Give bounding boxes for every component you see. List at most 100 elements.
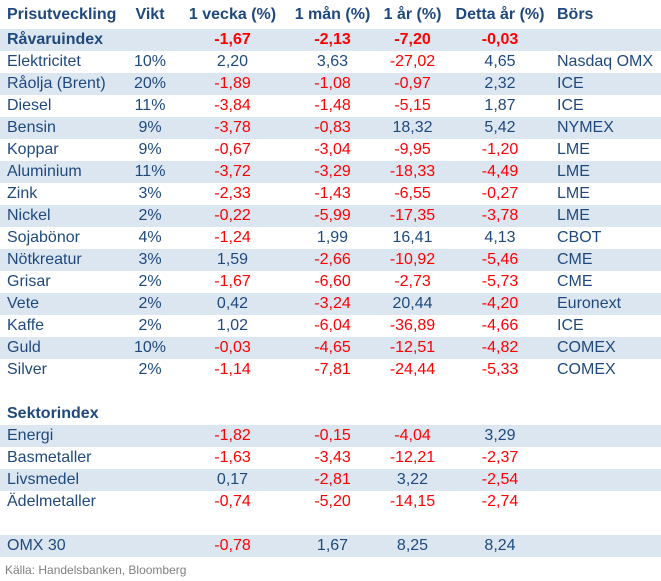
exchange-cell <box>550 425 661 447</box>
value-1-week: 1,02 <box>216 317 249 334</box>
value-1-year: -14,15 <box>389 493 436 510</box>
table-row-sojabonor: Sojabönor 4% -1,24 1,99 16,41 4,13 CBOT <box>0 227 661 249</box>
value-1-year: -17,35 <box>375 205 450 227</box>
weight-cell <box>125 403 175 425</box>
weight-cell: 4% <box>138 229 162 246</box>
value-1-month: -3,43 <box>314 449 351 466</box>
value-ytd: -0,27 <box>481 185 519 202</box>
value-1-month <box>290 403 375 425</box>
value-1-week: -0,78 <box>175 535 290 557</box>
row-label: Guld <box>0 337 125 359</box>
value-1-year: -0,97 <box>375 73 450 95</box>
column-header-prisutveckling: Prisutveckling <box>0 0 125 29</box>
value-ytd: 3,29 <box>450 425 550 447</box>
exchange-cell: ICE <box>557 97 584 114</box>
value-1-week <box>175 513 290 535</box>
row-label: Råvaruindex <box>0 29 125 51</box>
exchange-cell <box>550 381 661 403</box>
value-1-year: 18,32 <box>375 117 450 139</box>
value-1-week <box>175 381 290 403</box>
exchange-cell: COMEX <box>557 361 616 378</box>
value-1-week: -0,74 <box>214 493 251 510</box>
value-ytd: -5,33 <box>481 361 519 378</box>
value-ytd: 4,65 <box>484 53 516 70</box>
table-row-elektricitet: Elektricitet 10% 2,20 3,63 -27,02 4,65 Nasdaq … <box>0 51 661 73</box>
exchange-cell <box>550 29 661 51</box>
exchange-cell <box>550 491 661 513</box>
value-1-week: -1,82 <box>175 425 290 447</box>
row-label: Silver <box>7 361 48 378</box>
weight-cell <box>125 447 175 469</box>
weight-cell <box>125 381 175 403</box>
spacer-row <box>0 381 661 403</box>
value-ytd: -4,82 <box>450 337 550 359</box>
exchange-cell: Nasdaq OMX <box>557 53 654 70</box>
value-1-year: 3,22 <box>375 469 450 491</box>
exchange-cell: LME <box>557 185 590 202</box>
value-1-month: -6,60 <box>314 273 351 290</box>
table-row-guld: Guld 10% -0,03 -4,65 -12,51 -4,82 COMEX <box>0 337 661 359</box>
table-row-raolja-brent: Råolja (Brent) 20% -1,89 -1,08 -0,97 2,32 ICE <box>0 73 661 95</box>
value-1-week: -0,22 <box>175 205 290 227</box>
row-label: Koppar <box>7 141 59 158</box>
weight-cell: 10% <box>133 53 167 70</box>
row-label: Aluminium <box>0 161 125 183</box>
value-1-year: -6,55 <box>394 185 431 202</box>
exchange-cell: NYMEX <box>550 117 661 139</box>
table-row-omx-30: OMX 30 -0,78 1,67 8,25 8,24 <box>0 535 661 557</box>
row-label: Sektorindex <box>7 405 99 422</box>
weight-cell: 11% <box>134 97 166 114</box>
value-1-month <box>290 513 375 535</box>
value-1-year: -7,20 <box>375 29 450 51</box>
value-1-week: -3,84 <box>214 97 251 114</box>
value-1-year <box>375 513 450 535</box>
row-label: Råolja (Brent) <box>0 73 125 95</box>
value-1-month: 1,67 <box>290 535 375 557</box>
table-row-aluminium: Aluminium 11% -3,72 -3,29 -18,33 -4,49 LME <box>0 161 661 183</box>
row-label: Grisar <box>7 273 51 290</box>
exchange-cell: LME <box>550 205 661 227</box>
value-1-year: -5,15 <box>394 97 431 114</box>
value-1-week: -1,67 <box>214 273 251 290</box>
weight-cell: 2% <box>125 293 175 315</box>
value-ytd <box>450 513 550 535</box>
row-label: Nickel <box>0 205 125 227</box>
value-1-year: -36,89 <box>389 317 436 334</box>
value-ytd: -2,54 <box>450 469 550 491</box>
row-label: Energi <box>0 425 125 447</box>
row-label <box>0 381 125 403</box>
column-header-detta-ar: Detta år (%) <box>450 0 550 29</box>
value-ytd: -1,20 <box>481 141 519 158</box>
column-header-1-man: 1 mån (%) <box>290 0 375 29</box>
exchange-cell: ICE <box>550 73 661 95</box>
table-row-notkreatur: Nötkreatur 3% 1,59 -2,66 -10,92 -5,46 CME <box>0 249 661 271</box>
row-label: Sojabönor <box>7 229 80 246</box>
row-label: Diesel <box>7 97 52 114</box>
row-label: Elektricitet <box>7 53 81 70</box>
value-1-week: 1,59 <box>175 249 290 271</box>
value-1-month: -3,24 <box>290 293 375 315</box>
column-header-1-vecka: 1 vecka (%) <box>175 0 290 29</box>
weight-cell <box>125 29 175 51</box>
weight-cell: 9% <box>125 117 175 139</box>
row-label: Bensin <box>0 117 125 139</box>
value-1-month: -1,48 <box>314 97 351 114</box>
spacer-row <box>0 513 661 535</box>
value-1-week: -3,78 <box>175 117 290 139</box>
table-row-sektorindex: Sektorindex <box>0 403 661 425</box>
weight-cell <box>125 425 175 447</box>
value-ytd: -4,20 <box>450 293 550 315</box>
table-row-nickel: Nickel 2% -0,22 -5,99 -17,35 -3,78 LME <box>0 205 661 227</box>
exchange-cell <box>550 447 661 469</box>
weight-cell: 10% <box>125 337 175 359</box>
column-header-vikt: Vikt <box>125 0 175 29</box>
value-1-week: -0,03 <box>175 337 290 359</box>
value-1-year: -2,73 <box>394 273 431 290</box>
table-row-ravaruindex: Råvaruindex -1,67 -2,13 -7,20 -0,03 <box>0 29 661 51</box>
value-1-month: -1,08 <box>290 73 375 95</box>
value-1-month: -5,20 <box>314 493 351 510</box>
value-1-year: -10,92 <box>375 249 450 271</box>
value-1-week: -2,33 <box>214 185 251 202</box>
weight-cell <box>125 535 175 557</box>
weight-cell <box>125 469 175 491</box>
